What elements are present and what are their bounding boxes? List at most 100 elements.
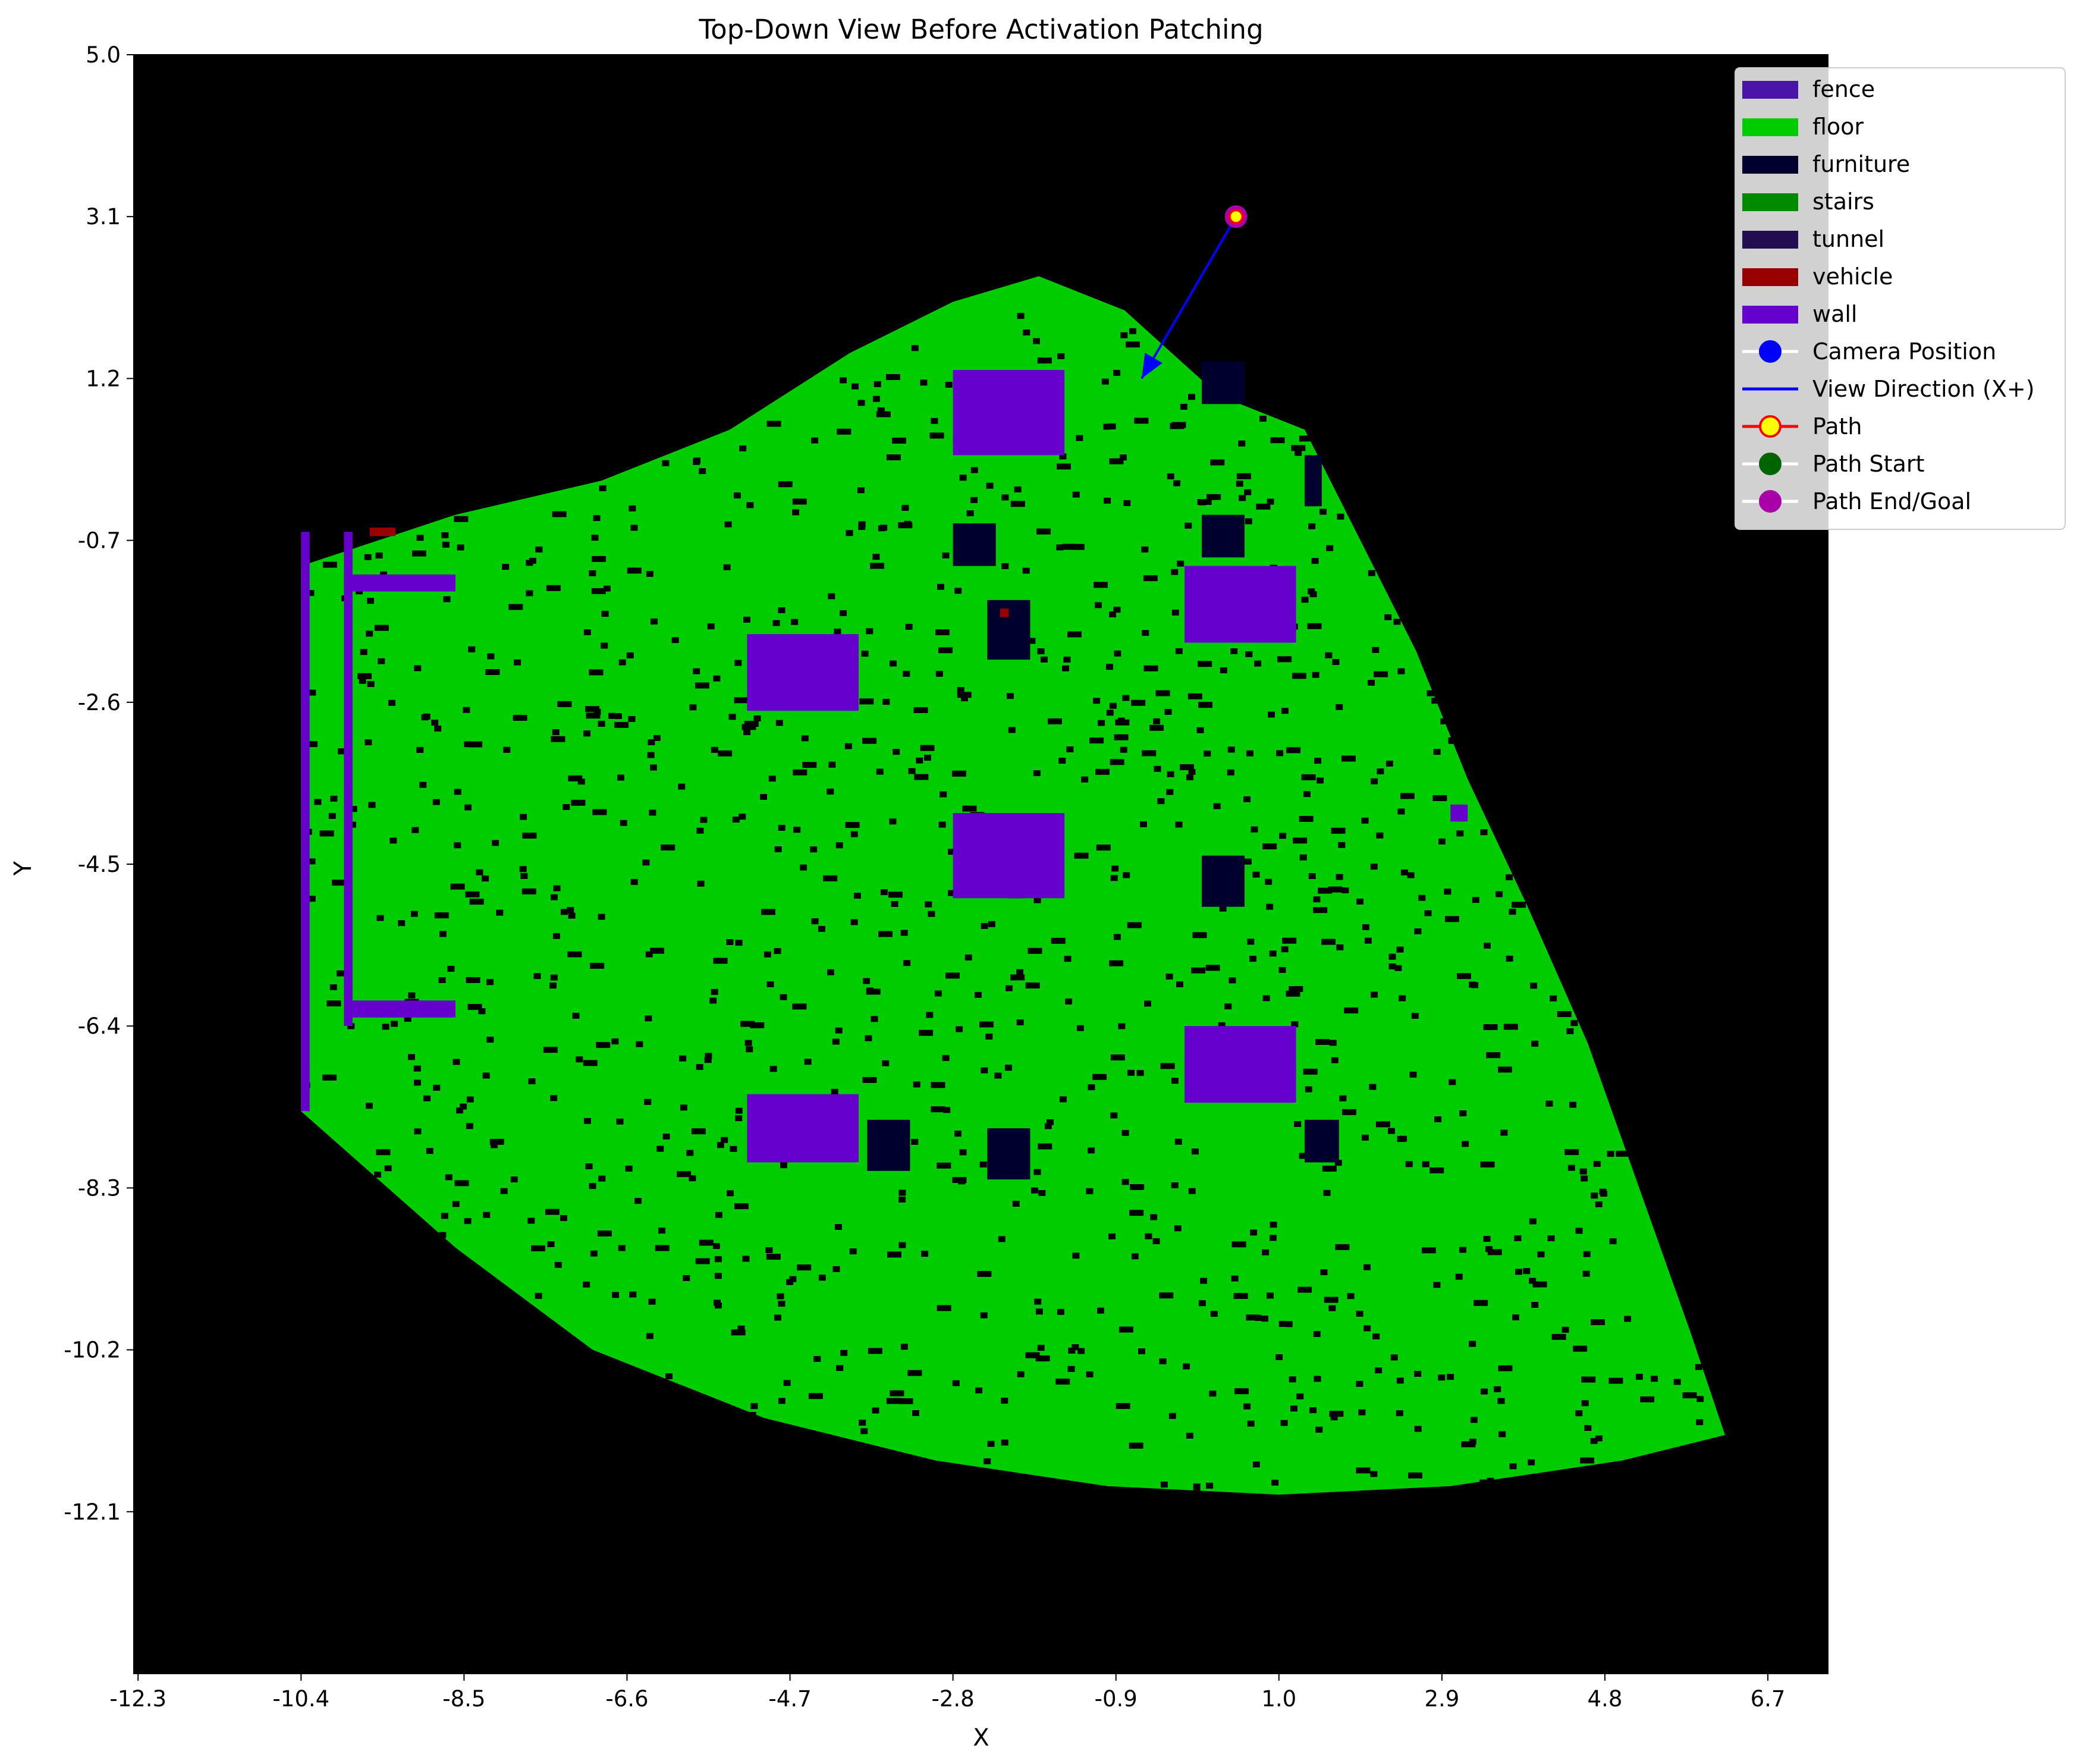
obstacle-cell (731, 1329, 746, 1336)
obstacle-cell (1072, 491, 1080, 498)
obstacle-cell (1547, 1235, 1555, 1242)
obstacle-cell (951, 770, 966, 777)
obstacle-cell (727, 1190, 734, 1197)
obstacle-cell (834, 1224, 842, 1230)
obstacle-cell (1219, 905, 1227, 912)
obstacle-cell (686, 1150, 694, 1156)
obstacle-cell (1088, 1084, 1095, 1091)
obstacle-cell (1262, 843, 1277, 850)
obstacle-cell (1409, 1071, 1417, 1078)
obstacle-cell (482, 1072, 490, 1079)
obstacle-cell (813, 1356, 821, 1362)
obstacle-cell (1014, 486, 1022, 492)
obstacle-cell (872, 554, 880, 560)
legend-swatch (1742, 118, 1798, 136)
obstacle-cell (1186, 774, 1194, 780)
obstacle-cell (1086, 1188, 1094, 1194)
obstacle-cell (378, 658, 385, 664)
obstacle-cell (1328, 1305, 1336, 1311)
obstacle-cell (1480, 829, 1488, 836)
obstacle-cell (1374, 671, 1388, 677)
wall-block (1450, 804, 1468, 822)
obstacle-cell (1268, 711, 1275, 718)
obstacle-cell (1070, 544, 1085, 550)
obstacle-cell (1187, 693, 1202, 699)
y-tick-label: -10.2 (64, 1338, 121, 1363)
obstacle-cell (454, 842, 461, 849)
obstacle-cell (1097, 1307, 1104, 1314)
obstacle-cell (1126, 341, 1140, 348)
obstacle-cell (650, 764, 657, 771)
obstacle-cell (1317, 777, 1324, 784)
obstacle-cell (1120, 332, 1128, 338)
obstacle-cell (1037, 648, 1045, 655)
obstacle-cell (1309, 1407, 1317, 1414)
obstacle-cell (732, 817, 740, 823)
obstacle-cell (359, 677, 366, 684)
obstacle-cell (1376, 832, 1384, 839)
obstacle-cell (1025, 1352, 1040, 1358)
obstacle-cell (1575, 1228, 1583, 1234)
obstacle-cell (1532, 1281, 1547, 1288)
obstacle-cell (1384, 614, 1392, 620)
obstacle-cell (454, 1180, 469, 1187)
obstacle-cell (384, 1165, 392, 1172)
obstacle-cell (778, 481, 793, 488)
obstacle-cell (1368, 570, 1375, 576)
obstacle-cell (1159, 1358, 1167, 1364)
obstacle-cell (389, 837, 397, 844)
obstacle-cell (977, 1271, 992, 1277)
obstacle-cell (885, 374, 900, 380)
obstacle-cell (616, 1118, 624, 1125)
obstacle-cell (478, 1008, 486, 1015)
obstacle-cell (1033, 897, 1041, 903)
obstacle-cell (1062, 544, 1077, 550)
obstacle-cell (780, 1162, 787, 1169)
obstacle-cell (966, 510, 974, 517)
obstacle-cell (454, 516, 469, 522)
obstacle-cell (1265, 878, 1273, 885)
obstacle-cell (646, 571, 654, 577)
obstacle-cell (718, 750, 733, 757)
obstacle-cell (1171, 422, 1186, 428)
obstacle-cell (1335, 1244, 1350, 1250)
obstacle-cell (775, 720, 783, 726)
obstacle-cell (591, 588, 606, 594)
obstacle-cell (868, 1348, 882, 1354)
obstacle-cell (585, 706, 600, 712)
obstacle-cell (908, 768, 916, 774)
obstacle-cell (1093, 698, 1101, 704)
obstacle-cell (1191, 1148, 1199, 1155)
obstacle-cell (1292, 673, 1306, 679)
obstacle-cell (1066, 746, 1074, 752)
obstacle-cell (744, 721, 759, 727)
obstacle-cell (1095, 768, 1110, 775)
obstacle-cell (1279, 833, 1287, 839)
obstacle-cell (433, 1085, 441, 1091)
obstacle-cell (591, 535, 599, 541)
obstacle-cell (357, 673, 372, 679)
obstacle-cell (1356, 1380, 1363, 1387)
obstacle-cell (1209, 1391, 1217, 1397)
obstacle-cell (520, 814, 527, 820)
obstacle-cell (1236, 473, 1251, 479)
obstacle-cell (1165, 974, 1173, 980)
legend-swatch (1742, 231, 1798, 249)
obstacle-cell (1438, 838, 1446, 845)
obstacle-cell (450, 883, 465, 890)
legend-box (1735, 67, 2066, 530)
obstacle-cell (529, 557, 536, 564)
obstacle-cell (603, 585, 611, 592)
obstacle-cell (1108, 423, 1116, 430)
obstacle-cell (1038, 1190, 1046, 1196)
obstacle-cell (1134, 418, 1149, 424)
wall-block (344, 532, 353, 1027)
obstacle-cell (1144, 1000, 1151, 1007)
obstacle-cell (1608, 1377, 1623, 1384)
obstacle-cell (907, 1370, 922, 1376)
obstacle-cell (557, 701, 572, 707)
obstacle-cell (693, 668, 700, 674)
obstacle-cell (898, 1242, 906, 1248)
legend-swatch (1742, 268, 1798, 286)
obstacle-cell (1028, 638, 1036, 644)
